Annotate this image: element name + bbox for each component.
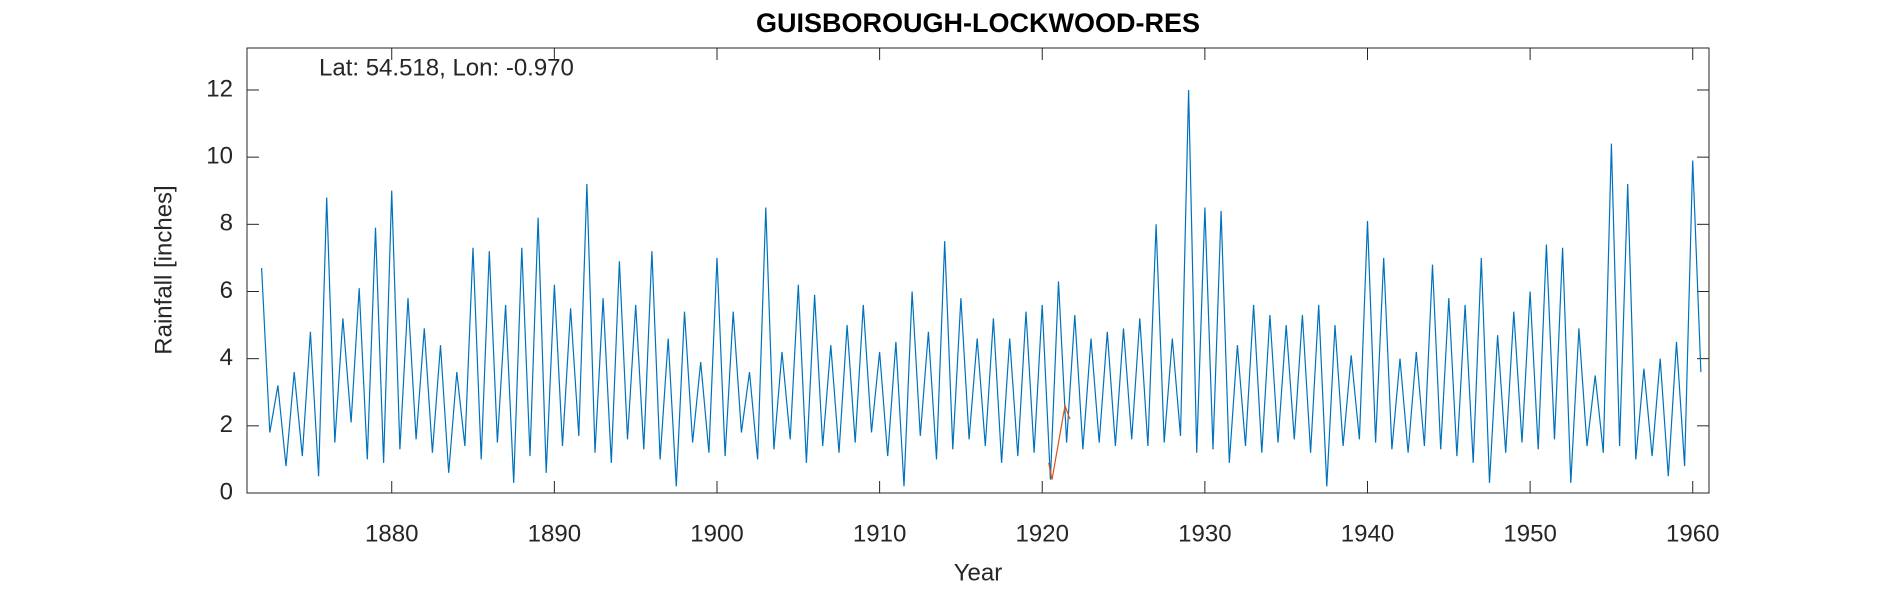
y-tick-label: 0 [220,478,233,505]
y-tick-label: 8 [220,210,233,237]
x-tick-label: 1930 [1178,520,1231,547]
plot-area [246,47,1710,494]
chart-title: GUISBOROUGH-LOCKWOOD-RES [756,8,1200,38]
y-tick-label: 4 [220,344,233,371]
data-line [1048,403,1071,480]
y-tick-label: 12 [206,75,233,102]
x-tick-label: 1960 [1666,520,1719,547]
x-tick-label: 1910 [853,520,906,547]
annotation: Lat: 54.518, Lon: -0.970 [319,54,574,81]
x-tick-label: 1890 [528,520,581,547]
x-tick-label: 1920 [1016,520,1069,547]
x-tick-label: 1900 [690,520,743,547]
x-axis-label: Year [954,559,1003,586]
y-axis-label: Rainfall [inches] [150,185,177,354]
data-line [261,89,1702,487]
x-tick-label: 1950 [1503,520,1556,547]
y-tick-label: 10 [206,142,233,169]
y-tick-label: 2 [220,411,233,438]
x-tick-label: 1940 [1341,520,1394,547]
x-tick-label: 1880 [365,520,418,547]
y-tick-label: 6 [220,277,233,304]
